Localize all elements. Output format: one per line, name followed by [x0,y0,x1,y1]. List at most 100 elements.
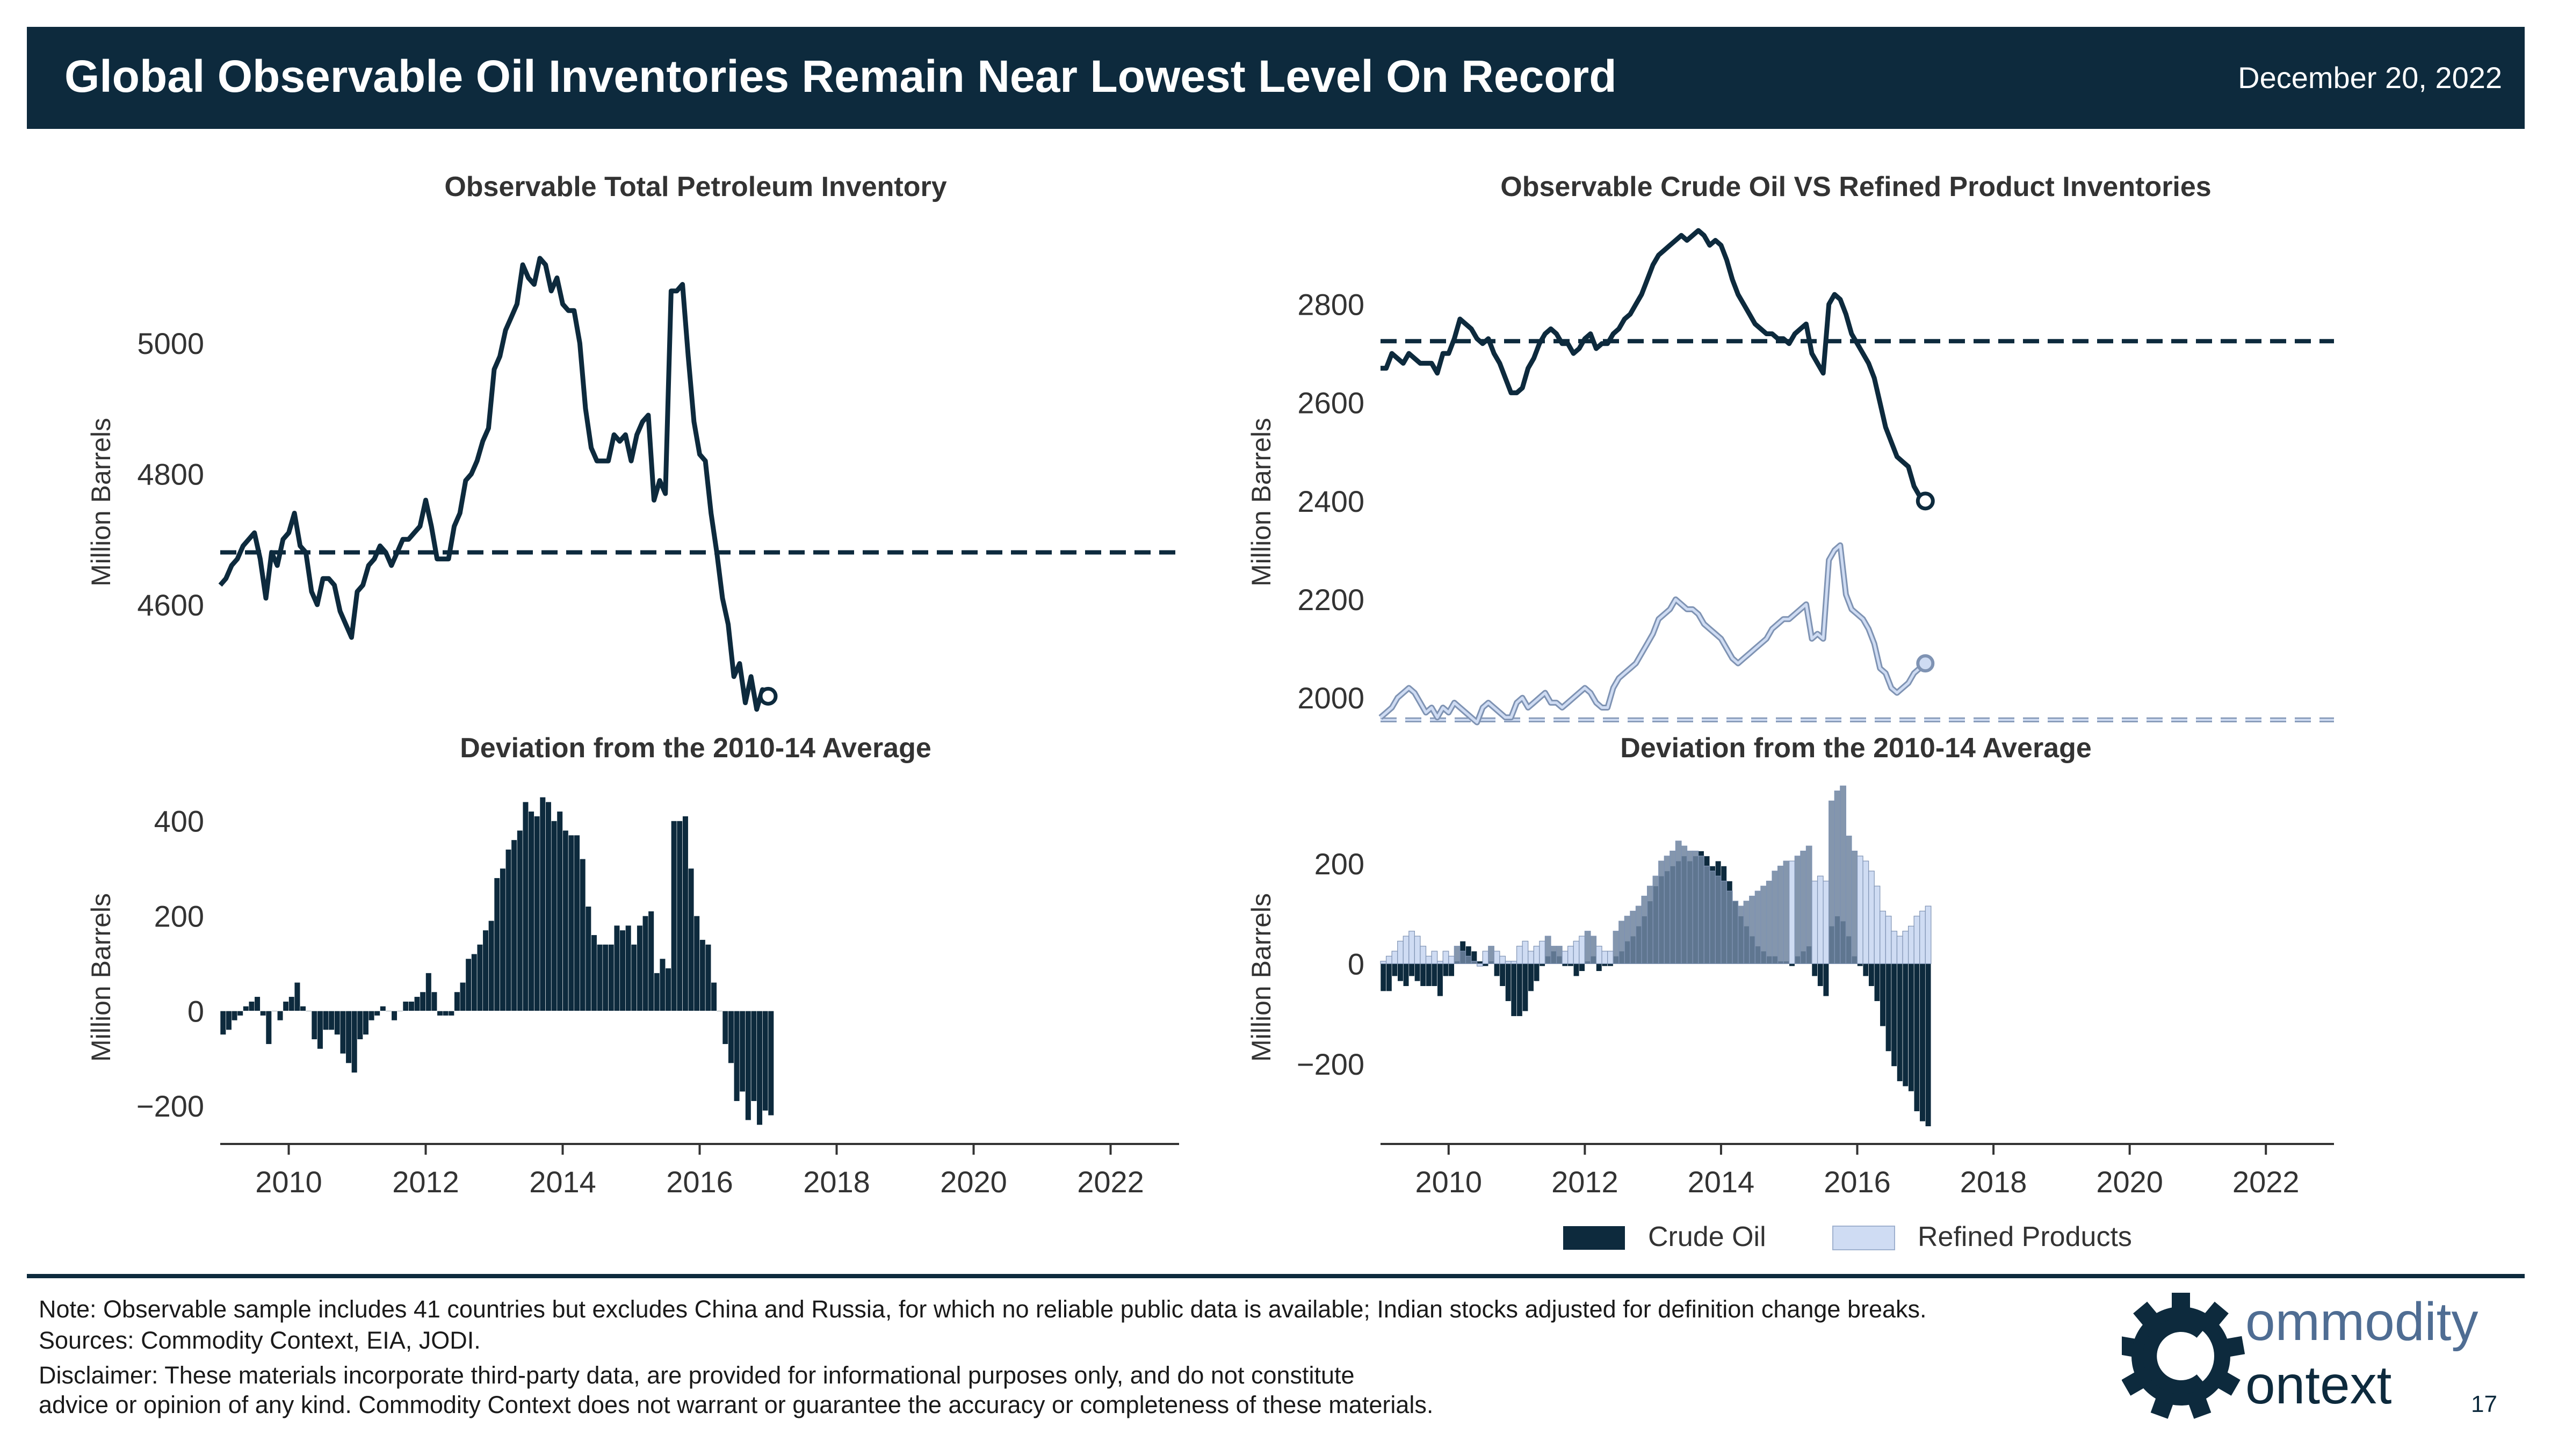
bar-total-deviation [711,982,717,1011]
bar-total-deviation [231,1011,238,1021]
bar-crude-deviation [1862,964,1869,976]
bar-total-deviation [476,944,483,1011]
bar-total-deviation [699,939,706,1011]
bar-total-deviation [659,958,666,1011]
bar-total-deviation [580,858,586,1011]
series-line-refined [1379,544,1926,724]
bar-crude-deviation [1477,961,1483,964]
bar-total-deviation [728,1011,734,1063]
bar-refined-deviation [1692,850,1699,964]
x-tick-label: 2016 [666,1165,733,1199]
bar-refined-deviation [1902,931,1909,964]
y-tick-label: 2000 [1297,681,1364,715]
bar-total-deviation [437,1011,443,1016]
bar-crude-deviation [1528,964,1534,991]
bar-total-deviation [682,816,689,1011]
bar-crude-deviation [1448,964,1455,976]
bar-crude-deviation [1511,964,1517,1017]
bar-refined-deviation [1601,951,1608,964]
bar-refined-deviation [1550,946,1557,964]
bar-refined-deviation [1709,871,1716,964]
bar-refined-deviation [1562,951,1569,964]
bar-refined-deviation [1891,931,1898,964]
last-point-marker-refined [1916,654,1935,673]
ylabel-crude-refined-deviation: Million Barrels [1246,893,1276,1062]
bar-total-deviation [288,996,295,1011]
y-tick-label: −200 [136,1089,204,1123]
bar-refined-deviation [1907,925,1914,964]
bar-refined-deviation [1840,785,1846,964]
bar-refined-deviation [1703,865,1710,964]
bar-refined-deviation [1641,895,1648,964]
bar-refined-deviation [1624,916,1631,964]
bar-refined-deviation [1919,910,1926,964]
bar-crude-deviation [1562,964,1568,967]
y-tick-label: 200 [154,899,204,933]
bar-total-deviation [654,973,660,1011]
footer-note: Note: Observable sample includes 41 coun… [39,1295,1927,1323]
bar-crude-deviation [1857,964,1863,967]
bar-total-deviation [671,821,677,1011]
bar-crude-deviation [1539,964,1545,967]
bar-refined-deviation [1646,886,1653,964]
bar-total-deviation [539,796,546,1011]
bar-refined-deviation [1800,850,1807,964]
bar-refined-deviation [1403,936,1410,964]
bar-total-deviation [756,1011,763,1125]
bar-refined-deviation [1880,910,1886,964]
bar-total-deviation [648,911,654,1011]
bar-total-deviation [637,925,643,1011]
bar-total-deviation [522,801,529,1011]
bar-total-deviation [345,1011,352,1063]
bar-total-deviation [585,906,591,1011]
bar-refined-deviation [1749,895,1755,964]
y-tick-label: 4800 [137,458,204,491]
bar-total-deviation [739,1011,746,1092]
bar-total-deviation [425,973,432,1011]
bar-crude-deviation [1811,964,1818,976]
bar-refined-deviation [1522,940,1529,964]
bar-crude-deviation [1891,964,1897,1067]
bar-refined-deviation [1874,886,1881,964]
bar-total-deviation [334,1011,341,1035]
bar-total-deviation [625,925,632,1011]
bar-refined-deviation [1488,946,1494,964]
bar-crude-deviation [1420,964,1426,987]
bar-total-deviation [408,1001,415,1011]
bar-total-deviation [528,811,534,1011]
bar-total-deviation [248,1001,255,1011]
bar-total-deviation [328,1011,335,1030]
bar-total-deviation [363,1011,369,1035]
x-tick-label: 2012 [392,1165,459,1199]
bar-refined-deviation [1499,955,1506,964]
bar-refined-deviation [1425,955,1432,964]
bar-crude-deviation [1868,964,1875,987]
bar-crude-deviation [1442,964,1449,976]
legend-swatch-refined [1832,1226,1895,1250]
bar-crude-deviation [1482,964,1489,967]
bar-refined-deviation [1459,951,1466,964]
bar-refined-deviation [1420,946,1427,964]
bar-total-deviation [322,1011,329,1030]
bar-total-deviation [459,982,466,1011]
bar-total-deviation [414,996,421,1011]
bar-refined-deviation [1715,875,1722,964]
bar-refined-deviation [1766,880,1773,964]
footer-divider [27,1274,2525,1278]
bar-total-deviation [265,1011,272,1045]
logo-text-context: ontext [2245,1355,2392,1415]
bar-refined-deviation [1613,931,1620,964]
chart-title-crude-refined-deviation: Deviation from the 2010-14 Average [1620,733,2092,764]
bar-refined-deviation [1834,791,1841,964]
bar-total-deviation [693,916,700,1011]
crude-refined-deviation-chart: −200 0 200 2010 2012 2014 2016 2018 2020 2022 [1297,785,2334,1199]
x-tick-label: 2012 [1551,1165,1618,1199]
y-tick-label: 0 [187,994,204,1028]
bar-total-deviation [357,1011,363,1040]
bar-total-deviation [608,944,615,1011]
bar-total-deviation [596,944,603,1011]
bar-refined-deviation [1862,860,1869,964]
y-tick-label: 0 [1348,947,1364,981]
bar-total-deviation [482,930,489,1011]
bar-refined-deviation [1442,951,1449,964]
